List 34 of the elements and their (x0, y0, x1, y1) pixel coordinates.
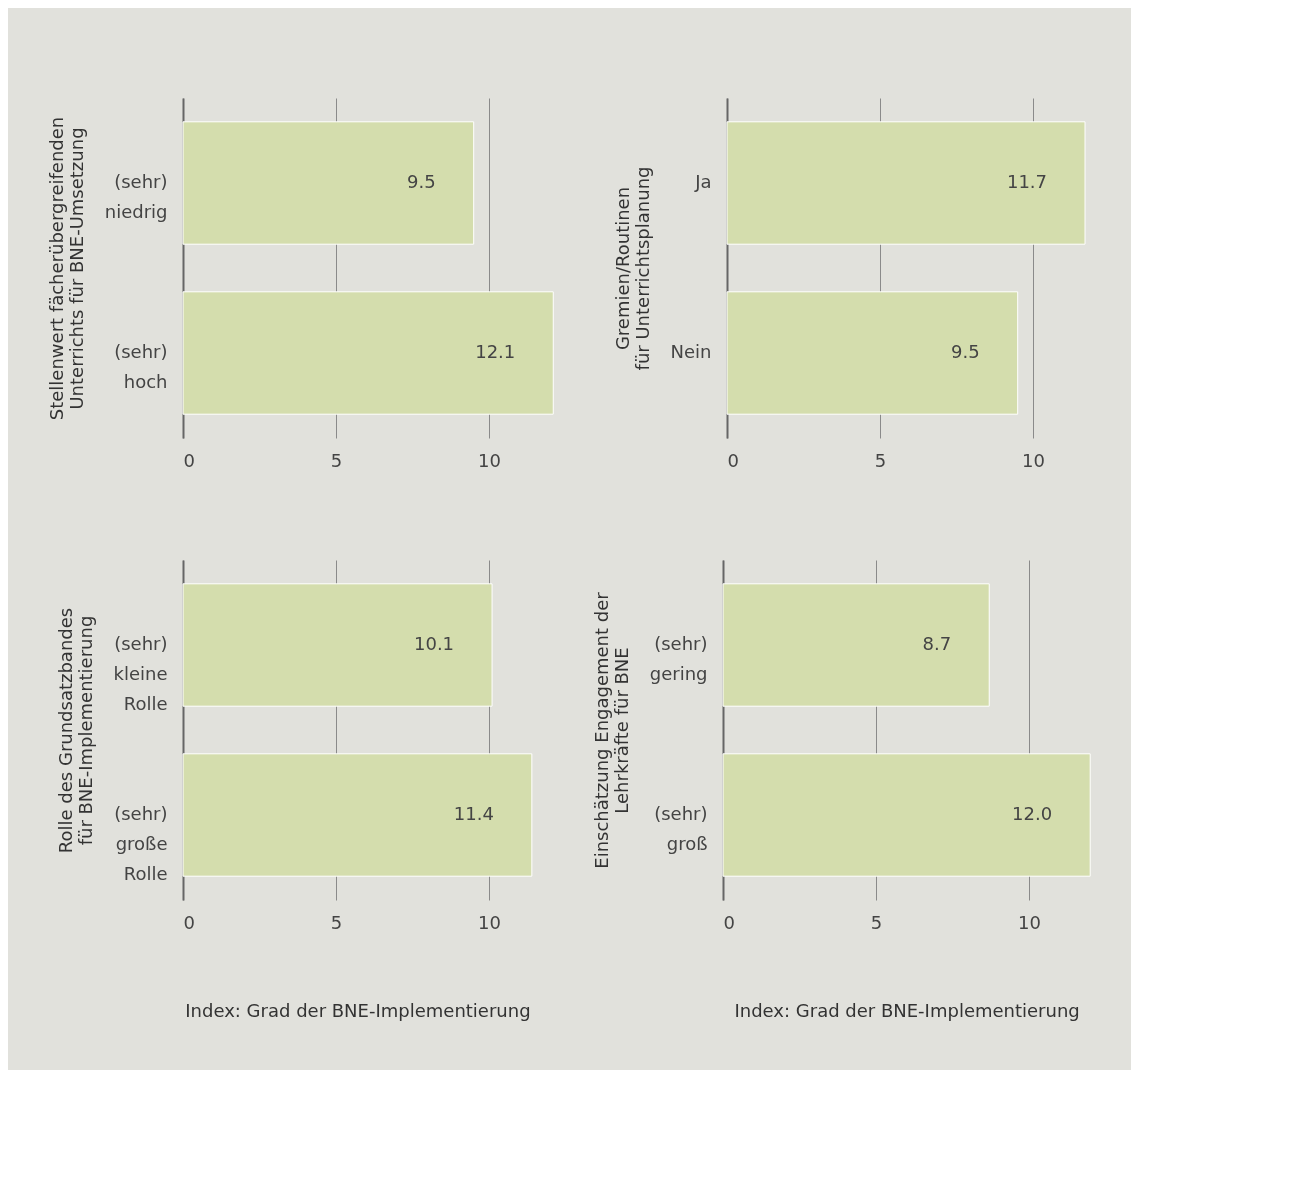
x-tick-label: 5 (870, 911, 883, 933)
x-tick-label: 10 (478, 911, 501, 933)
data-label: 8.7 (922, 633, 952, 654)
x-axis-title: Index: Grad der BNE-Implementierung (185, 999, 531, 1021)
y-tick-label: (sehr) gering (649, 633, 708, 684)
data-label: 12.0 (1012, 803, 1053, 824)
data-label: 12.1 (475, 341, 516, 362)
y-axis-title: Stellenwert fächerübergreifenden Unterrichts für BNE-Umsetzung (45, 116, 87, 421)
data-label: 9.5 (407, 171, 436, 192)
y-axis-title: Gremien/Routinen für Unterrichtsplanung (611, 166, 653, 371)
x-axis-title: Index: Grad der BNE-Implementierung (734, 999, 1080, 1021)
data-label: 9.5 (951, 341, 980, 362)
y-tick-label: (sehr) groß (654, 803, 708, 854)
y-axis-title: Rolle des Grundsatzbandes für BNE-Implementierung (54, 607, 96, 854)
x-tick-label: 10 (1022, 449, 1045, 471)
x-tick-label: 0 (183, 911, 195, 933)
data-label: 10.1 (413, 633, 455, 654)
x-tick-label: 5 (330, 911, 343, 933)
y-axis-title: Einschätzung Engagement der Lehrkräfte für BNE (590, 591, 632, 869)
data-label: 11.7 (1006, 171, 1048, 192)
x-tick-label: 5 (330, 449, 343, 471)
data-label: 11.4 (453, 803, 494, 824)
y-tick-label: Ja (694, 171, 712, 192)
x-tick-label: 5 (874, 449, 887, 471)
x-tick-label: 0 (727, 449, 739, 471)
x-tick-label: 0 (723, 911, 735, 933)
y-tick-label: (sehr) kleine Rolle (113, 633, 168, 714)
y-tick-label: (sehr) hoch (114, 341, 168, 392)
y-tick-label: Nein (670, 341, 712, 362)
x-tick-label: 10 (478, 449, 501, 471)
y-tick-label: (sehr) niedrig (104, 171, 168, 222)
x-tick-label: 10 (1018, 911, 1041, 933)
y-tick-label: (sehr) große Rolle (114, 803, 168, 884)
x-tick-label: 0 (183, 449, 195, 471)
